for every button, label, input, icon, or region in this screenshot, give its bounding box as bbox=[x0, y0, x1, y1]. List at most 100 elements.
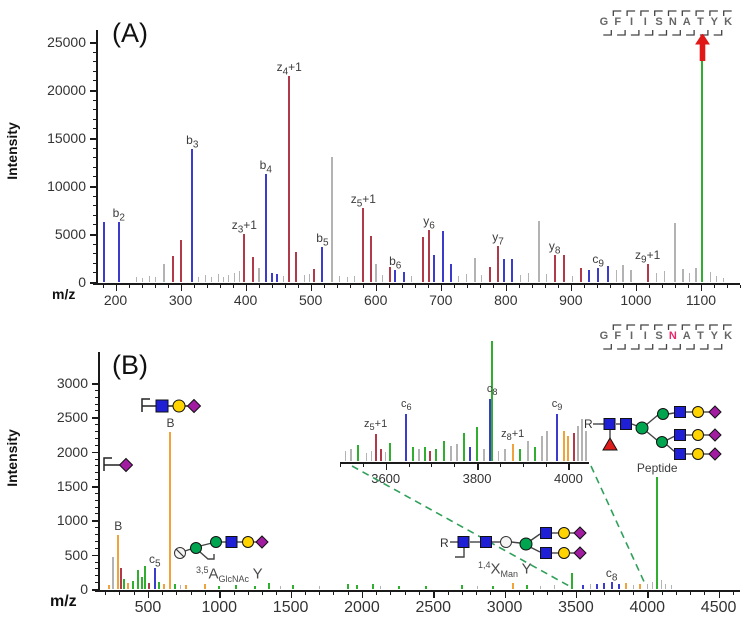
spectrum-peak bbox=[646, 584, 648, 589]
peak-label: Peptide bbox=[636, 461, 678, 476]
spectrum-peak bbox=[488, 266, 491, 282]
spectrum-peak bbox=[369, 235, 372, 282]
spectrum-peak bbox=[681, 268, 684, 282]
peak-label: z9+1 bbox=[635, 247, 661, 266]
x-minor-tick bbox=[675, 592, 677, 595]
y-tick bbox=[92, 554, 98, 557]
glycan-14x-fragment-diagram: R bbox=[440, 526, 587, 560]
peak-label: z3+1 bbox=[231, 218, 257, 236]
x-tick bbox=[505, 285, 508, 291]
x-minor-tick bbox=[167, 285, 169, 288]
glcnac-icon bbox=[457, 536, 470, 548]
x-minor-tick bbox=[133, 592, 135, 595]
y-tick-label: 500 bbox=[64, 546, 88, 563]
spectrum-peak bbox=[664, 271, 666, 282]
spectrum-peak bbox=[253, 585, 256, 589]
x-tick-label: 600 bbox=[364, 292, 388, 308]
y-minor-tick bbox=[95, 444, 98, 446]
sequence-residue: T bbox=[697, 330, 704, 342]
y-minor-tick bbox=[95, 431, 98, 433]
y-minor-tick bbox=[95, 575, 98, 577]
spectrum-peak bbox=[673, 223, 676, 282]
x-tick bbox=[647, 592, 649, 598]
galactose-icon bbox=[558, 527, 570, 539]
x-tick-label: 900 bbox=[559, 292, 583, 308]
y-tick bbox=[90, 42, 96, 44]
sequence-residue: I bbox=[629, 16, 634, 28]
spectrum-peak bbox=[441, 231, 444, 282]
y-tick bbox=[90, 90, 96, 92]
x-tick bbox=[718, 592, 721, 598]
spectrum-peak bbox=[295, 252, 298, 282]
y-tick bbox=[92, 589, 98, 591]
x-minor-tick bbox=[319, 592, 321, 595]
y-minor-tick bbox=[93, 118, 96, 120]
spectrum-peak bbox=[537, 220, 540, 282]
spectrum-peak bbox=[597, 267, 600, 282]
sequence-residue: F bbox=[614, 16, 622, 28]
x-minor-tick bbox=[284, 285, 286, 288]
spectrum-peak bbox=[292, 585, 295, 589]
x-tick-label: 500 bbox=[134, 599, 162, 616]
y-minor-tick bbox=[93, 61, 96, 63]
panel-a-title: (A) bbox=[112, 18, 148, 48]
spectrum-peak bbox=[425, 585, 428, 589]
sequence-residue: G bbox=[599, 330, 609, 342]
x-minor-tick bbox=[479, 285, 481, 288]
spectrum-peak bbox=[629, 269, 632, 282]
x-minor-tick bbox=[271, 285, 273, 288]
galactose-icon bbox=[172, 399, 186, 413]
neu5ac-icon bbox=[573, 526, 587, 540]
peak-label: b5 bbox=[316, 231, 329, 249]
x-minor-tick bbox=[490, 592, 492, 595]
spectrum-peak bbox=[252, 257, 255, 282]
y-minor-tick bbox=[93, 195, 96, 197]
peak-label: z4+1 bbox=[276, 59, 302, 77]
x-minor-tick bbox=[376, 592, 378, 595]
y-tick-label: 5000 bbox=[54, 226, 86, 242]
y-minor-tick bbox=[95, 568, 98, 570]
y-cleavage-bracket-icon bbox=[455, 548, 465, 558]
x-tick bbox=[575, 592, 578, 598]
x-minor-tick bbox=[690, 592, 692, 595]
sequence-residue: S bbox=[655, 330, 663, 342]
spectrum-peak bbox=[346, 583, 349, 589]
spectrum-peak bbox=[617, 584, 620, 589]
x-minor-tick bbox=[404, 592, 406, 595]
x-minor-tick bbox=[349, 285, 351, 288]
y-minor-tick bbox=[93, 243, 96, 245]
spectrum-peak bbox=[428, 230, 431, 282]
r-group-label: R bbox=[440, 536, 449, 550]
y-minor-tick bbox=[93, 109, 96, 111]
mannose-icon bbox=[656, 436, 668, 448]
spectrum-peak bbox=[228, 275, 230, 282]
x-minor-tick bbox=[262, 592, 264, 595]
y-minor-tick bbox=[93, 224, 96, 226]
x-minor-tick bbox=[390, 592, 392, 595]
peak-label: B bbox=[114, 518, 123, 533]
y-tick bbox=[90, 186, 96, 188]
x-minor-tick bbox=[119, 592, 121, 595]
fragment-bracket-marks bbox=[603, 324, 732, 350]
spectrum-peak bbox=[588, 269, 591, 282]
panel-b-x-axis-title: m/z bbox=[50, 593, 77, 610]
x-minor-tick bbox=[336, 285, 338, 288]
y-minor-tick bbox=[93, 214, 96, 216]
y-minor-tick bbox=[93, 147, 96, 149]
y-minor-tick bbox=[95, 492, 98, 494]
y-minor-tick bbox=[95, 437, 98, 439]
spectrum-peak bbox=[235, 584, 238, 589]
x-minor-tick bbox=[206, 285, 208, 288]
spectrum-peak bbox=[288, 75, 291, 282]
x-minor-tick bbox=[544, 285, 546, 288]
spectrum-peak bbox=[606, 265, 609, 282]
galactose-icon bbox=[692, 429, 704, 441]
y-tick bbox=[90, 282, 96, 284]
spectrum-peak bbox=[688, 273, 690, 282]
spectrum-peak bbox=[198, 277, 200, 282]
x-minor-tick bbox=[609, 285, 611, 288]
x-minor-tick bbox=[401, 285, 403, 288]
y-minor-tick bbox=[93, 176, 96, 178]
spectrum-peak bbox=[709, 272, 711, 282]
